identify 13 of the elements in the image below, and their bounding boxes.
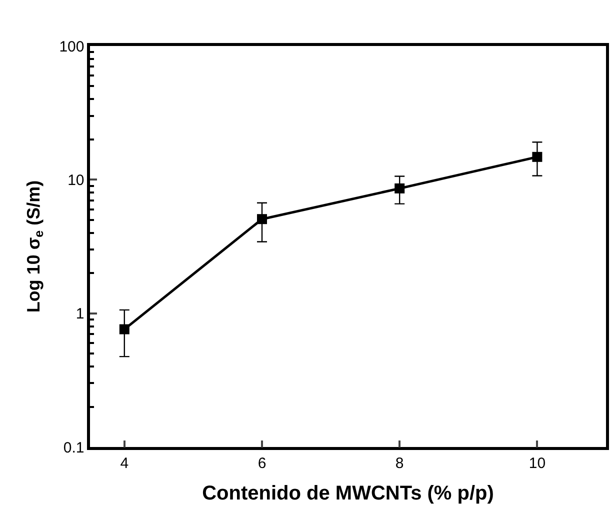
point [119,324,130,334]
y-tick-label: 1 [76,306,84,323]
y-tick-label: 10 [68,172,84,189]
y-tick-label: 100 [59,38,84,56]
x-tick-label: 6 [258,454,266,472]
point [532,152,542,162]
point [257,214,267,224]
x-axis-title: Contenido de MWCNTs (% p/p) [202,482,494,504]
y-tick-label: 0.1 [63,439,84,456]
point [394,183,405,194]
x-tick-label: 10 [528,454,546,472]
x-tick-label: 4 [120,454,129,472]
x-tick-label: 8 [395,454,404,472]
